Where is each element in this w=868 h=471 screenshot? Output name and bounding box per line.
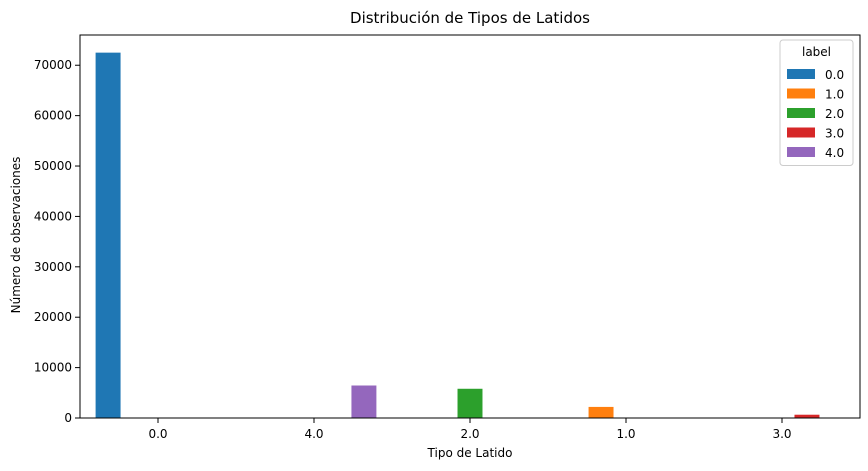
y-tick-label: 50000 [34, 159, 72, 173]
x-tick-label: 0.0 [148, 427, 167, 441]
y-tick-label: 10000 [34, 361, 72, 375]
y-tick-label: 0 [64, 411, 72, 425]
bar-0.0-series-0.0 [95, 52, 121, 418]
x-axis: 0.0 4.0 2.0 1.0 3.0 [148, 418, 792, 441]
bar-4.0-series-4.0 [351, 385, 377, 418]
legend: label 0.0 1.0 2.0 3.0 4.0 [779, 39, 854, 166]
y-tick-label: 70000 [34, 58, 72, 72]
x-tick-label: 2.0 [460, 427, 479, 441]
legend-swatch [787, 88, 815, 99]
legend-entry-label: 2.0 [825, 107, 844, 121]
chart-title: Distribución de Tipos de Latidos [350, 9, 590, 27]
legend-title: label [802, 45, 831, 59]
x-tick-label: 1.0 [616, 427, 635, 441]
legend-entry-label: 4.0 [825, 146, 844, 160]
legend-swatch [787, 127, 815, 138]
y-tick-label: 20000 [34, 310, 72, 324]
plot-frame [79, 34, 861, 419]
legend-swatch [787, 108, 815, 118]
bar-3.0-series-3.0 [794, 414, 820, 418]
y-axis: 0 10000 20000 30000 40000 50000 60000 70000 [34, 58, 80, 425]
y-tick-label: 30000 [34, 260, 72, 274]
plot-area [95, 52, 820, 418]
legend-entry-label: 0.0 [825, 68, 844, 82]
legend-swatch [787, 147, 815, 157]
legend-entry-label: 3.0 [825, 127, 844, 141]
y-axis-label: Número de observaciones [9, 157, 23, 314]
y-tick-label: 40000 [34, 209, 72, 223]
bar-2.0-series-2.0 [457, 388, 483, 418]
x-axis-label: Tipo de Latido [427, 446, 513, 460]
x-tick-label: 4.0 [304, 427, 323, 441]
legend-swatch [787, 69, 815, 79]
x-tick-label: 3.0 [772, 427, 791, 441]
legend-entry-label: 1.0 [825, 88, 844, 102]
y-tick-label: 60000 [34, 109, 72, 123]
bar-1.0-series-1.0 [588, 406, 614, 418]
